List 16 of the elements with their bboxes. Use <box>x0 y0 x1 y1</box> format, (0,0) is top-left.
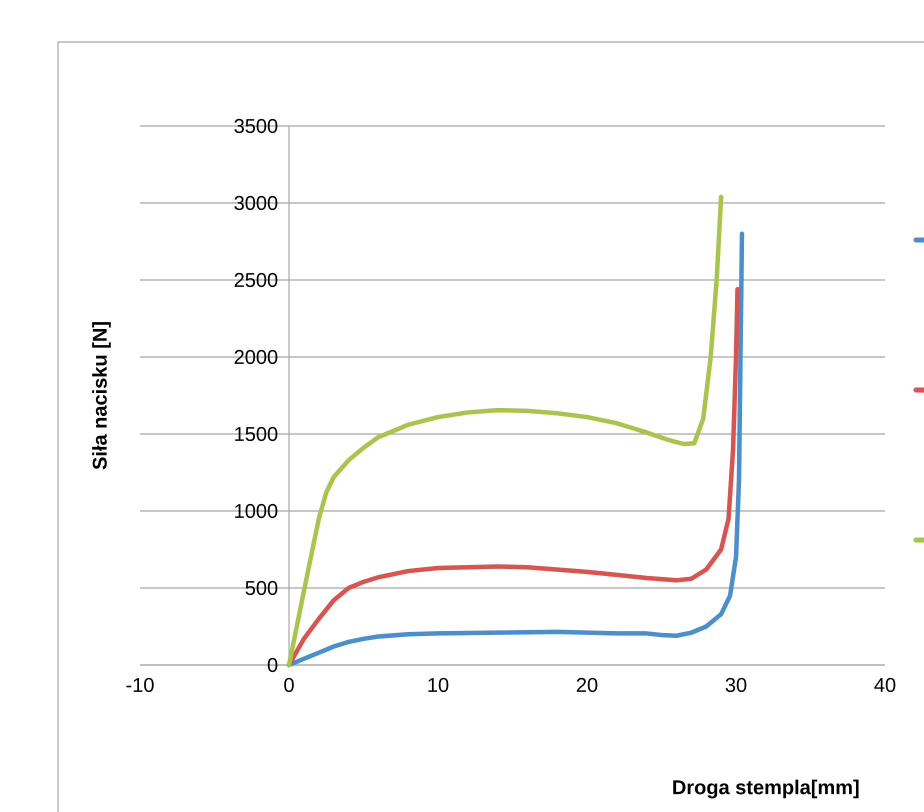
y-tick-label: 500 <box>246 580 278 596</box>
y-tick-label: 2500 <box>234 272 278 288</box>
y-tick-label: 1000 <box>235 504 278 518</box>
x-tick-label: 0 <box>284 678 294 692</box>
y-tick-label: 3000 <box>234 196 278 210</box>
x-axis-title: Droga stempla[mm] <box>673 780 859 798</box>
x-tick-label: 20 <box>576 678 598 692</box>
x-tick-label: 10 <box>428 678 448 692</box>
x-tick-label: 40 <box>874 678 896 692</box>
x-tick-label: -10 <box>126 678 154 692</box>
x-tick-label: 30 <box>726 678 746 692</box>
y-tick-label: 2000 <box>234 350 278 364</box>
y-tick-label: 1500 <box>235 426 278 442</box>
y-tick-label: 0 <box>268 658 278 672</box>
y-tick-label: 3500 <box>234 118 278 134</box>
y-axis-title: Siła nacisku [N] <box>92 322 111 470</box>
